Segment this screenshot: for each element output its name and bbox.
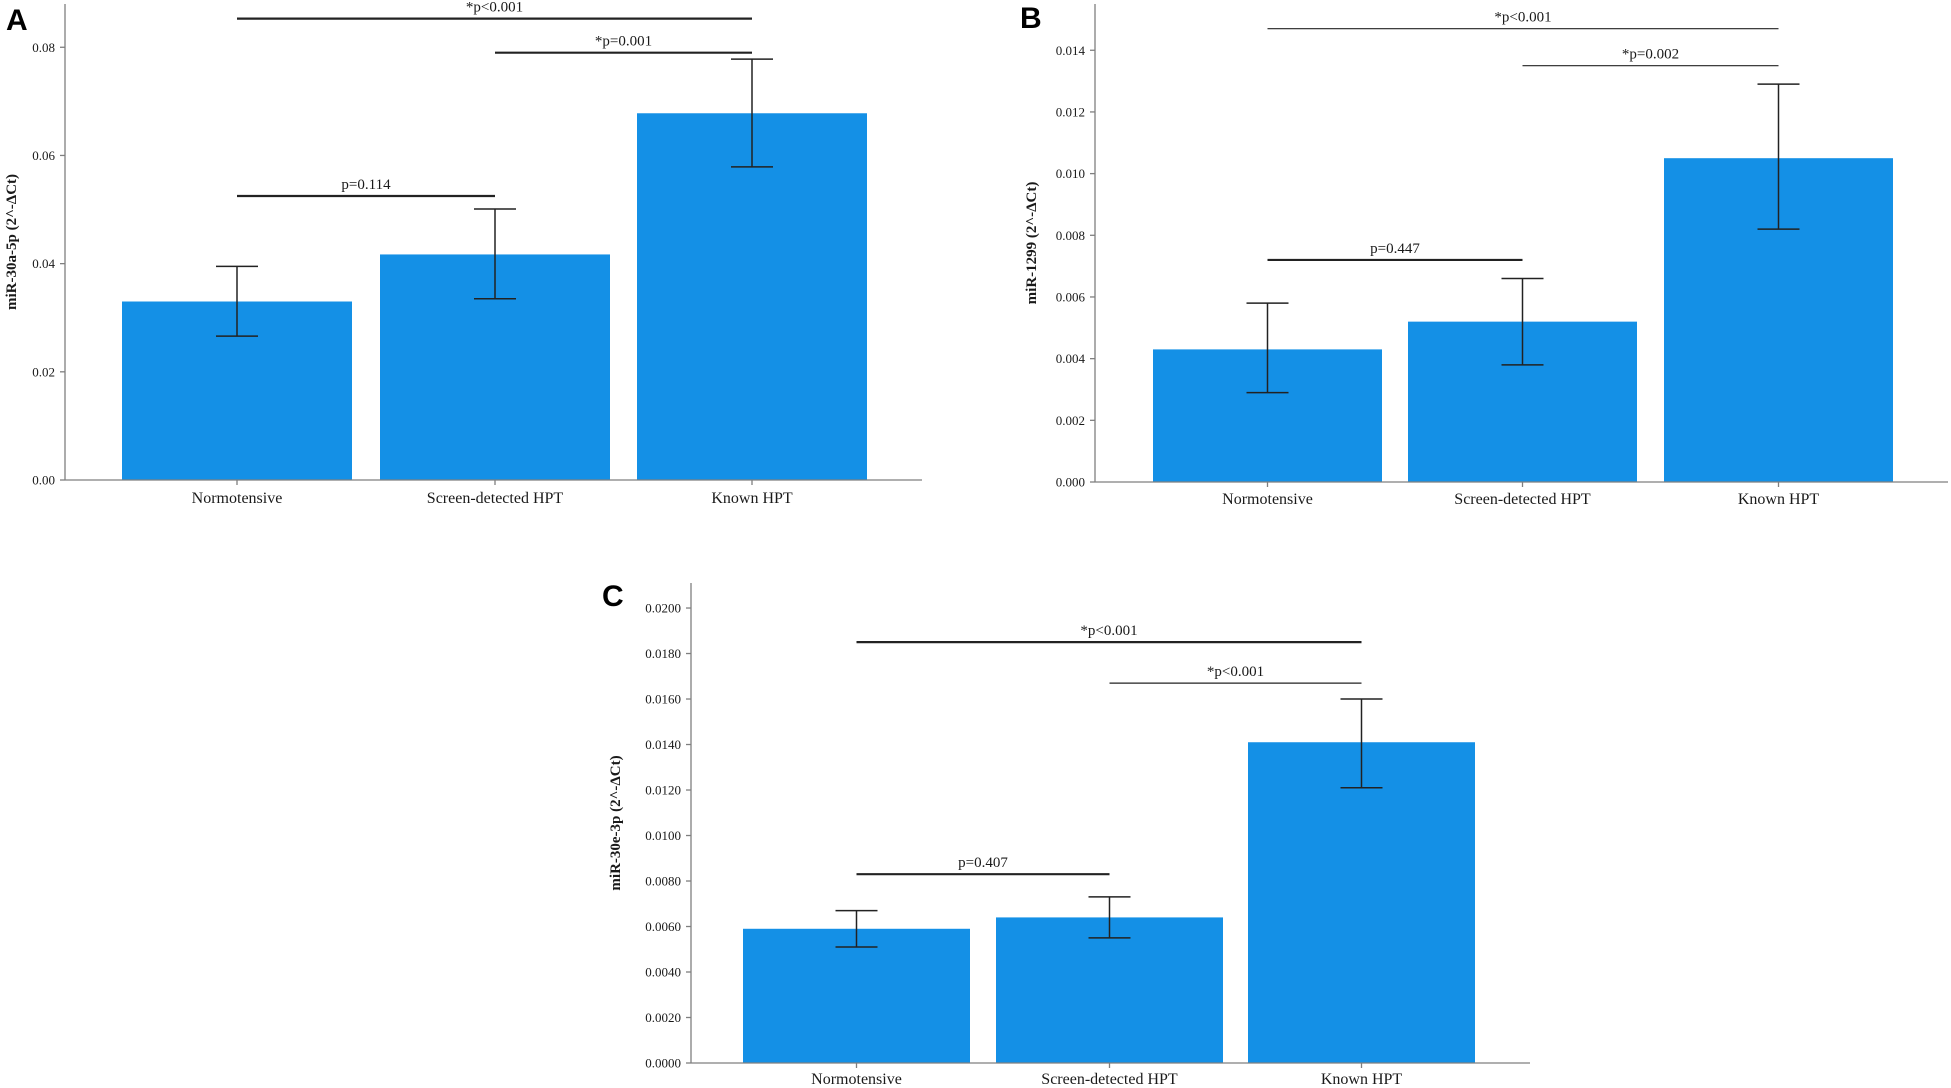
y-tick-label: 0.0100 — [645, 828, 681, 843]
bar-3 — [1248, 742, 1475, 1063]
error-bar-1 — [835, 909, 878, 948]
x-category-label: Known HPT — [711, 490, 793, 507]
y-tick-label: 0.0000 — [645, 1056, 681, 1071]
bar-1 — [743, 928, 970, 1063]
y-tick-label: 0.012 — [1056, 104, 1085, 119]
p-value-label: *p<0.001 — [466, 0, 523, 16]
y-tick-label: 0.08 — [32, 40, 55, 55]
y-tick-label: 0.06 — [32, 148, 55, 163]
y-axis-label: miR-1299 (2^-ΔCt) — [1024, 182, 1040, 305]
p-value-label: p=0.114 — [341, 177, 391, 193]
significance-bracket: p=0.447 — [1267, 241, 1523, 262]
error-bar-1 — [216, 265, 258, 337]
panel-letter: A — [6, 4, 28, 37]
y-tick-label: 0.008 — [1056, 228, 1085, 243]
p-value-label: *p<0.001 — [1080, 623, 1137, 639]
y-axis-label: miR-30a-5p (2^-ΔCt) — [4, 174, 20, 310]
y-tick-label: 0.014 — [1056, 43, 1086, 58]
y-tick-label: 0.000 — [1056, 475, 1085, 490]
p-value-label: p=0.407 — [958, 855, 1008, 871]
p-value-label: *p=0.002 — [1622, 47, 1679, 63]
significance-bracket: *p<0.001 — [237, 0, 752, 20]
significance-bracket: *p<0.001 — [1267, 10, 1779, 30]
y-tick-label: 0.04 — [32, 256, 55, 271]
panel-letter: C — [602, 580, 624, 613]
panel-letter: B — [1020, 2, 1042, 35]
bar-2 — [996, 917, 1223, 1063]
p-value-label: *p=0.001 — [595, 34, 652, 50]
x-category-label: Normotensive — [811, 1071, 902, 1088]
significance-bracket: *p<0.001 — [1109, 664, 1362, 684]
error-bar-1 — [1246, 302, 1289, 394]
y-tick-label: 0.0080 — [645, 874, 681, 889]
x-category-label: Screen-detected HPT — [1454, 491, 1591, 508]
significance-bracket: p=0.114 — [237, 177, 495, 198]
x-category-label: Normotensive — [192, 490, 283, 507]
error-bar-2 — [1501, 277, 1544, 366]
y-tick-label: 0.0120 — [645, 783, 681, 798]
y-tick-label: 0.0160 — [645, 692, 681, 707]
x-category-label: Screen-detected HPT — [1041, 1071, 1178, 1088]
panel-a: A 0.00 0.02 0.04 0.06 0.08 Normotensive Screen-… — [4, 0, 922, 507]
y-tick-label: 0.004 — [1056, 351, 1086, 366]
y-tick-label: 0.0040 — [645, 965, 681, 980]
panel-c: C 0.0000 0.0020 0.0040 0.0060 0.0080 0.0100 0.0… — [602, 580, 1530, 1088]
p-value-label: *p<0.001 — [1494, 10, 1551, 26]
y-tick-label: 0.010 — [1056, 166, 1085, 181]
x-category-label: Known HPT — [1321, 1071, 1403, 1088]
error-bar-3 — [1757, 83, 1800, 230]
error-bar-2 — [1088, 896, 1131, 939]
y-tick-label: 0.0060 — [645, 919, 681, 934]
y-tick-label: 0.0200 — [645, 601, 681, 616]
p-value-label: p=0.447 — [1370, 241, 1420, 257]
x-category-label: Known HPT — [1738, 491, 1820, 508]
y-tick-label: 0.0140 — [645, 737, 681, 752]
significance-bracket: *p=0.001 — [495, 34, 752, 54]
y-tick-label: 0.00 — [32, 473, 55, 488]
bar-3 — [637, 113, 867, 480]
y-tick-label: 0.0180 — [645, 646, 681, 661]
x-category-label: Normotensive — [1222, 491, 1313, 508]
error-bar-3 — [1340, 698, 1383, 789]
p-value-label: *p<0.001 — [1207, 664, 1264, 680]
significance-bracket: *p<0.001 — [856, 623, 1362, 644]
error-bar-2 — [474, 208, 516, 300]
significance-bracket: *p=0.002 — [1522, 47, 1779, 67]
y-tick-label: 0.02 — [32, 364, 55, 379]
y-axis-label: miR-30e-3p (2^-ΔCt) — [608, 755, 624, 890]
y-tick-label: 0.002 — [1056, 413, 1085, 428]
x-category-label: Screen-detected HPT — [427, 490, 564, 507]
y-tick-label: 0.0020 — [645, 1010, 681, 1025]
panel-b: B 0.000 0.002 0.004 0.006 0.008 0.010 0.012 0.01… — [1020, 2, 1948, 508]
error-bar-3 — [731, 58, 773, 168]
significance-bracket: p=0.407 — [856, 855, 1110, 876]
y-tick-label: 0.006 — [1056, 289, 1086, 304]
